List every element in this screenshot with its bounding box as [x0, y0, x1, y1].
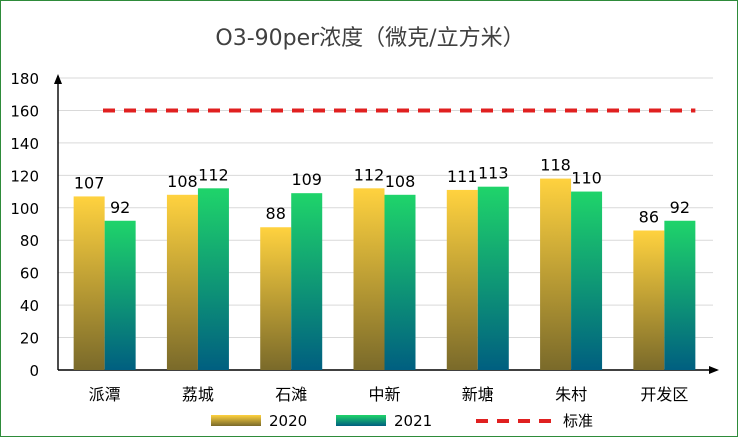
y-tick-label: 160 — [10, 102, 39, 120]
bar-2021 — [384, 194, 416, 370]
data-label: 108 — [385, 172, 416, 191]
bar-2021 — [104, 220, 136, 370]
data-label: 118 — [540, 156, 571, 175]
data-label: 112 — [354, 165, 385, 184]
x-tick-label: 中新 — [368, 385, 400, 404]
x-tick-label: 派潭 — [89, 385, 121, 404]
x-tick-label: 开发区 — [640, 385, 688, 404]
y-tick-label: 180 — [10, 70, 39, 88]
data-label: 109 — [291, 170, 322, 189]
legend-label-2021: 2021 — [394, 412, 432, 430]
y-tick-label: 40 — [20, 297, 39, 315]
bar-2021 — [197, 188, 229, 370]
bar-2020 — [260, 227, 292, 370]
y-tick-label: 80 — [20, 232, 39, 250]
bar-2021 — [664, 220, 696, 370]
data-label: 113 — [478, 164, 509, 183]
chart-title: O3-90per浓度（微克/立方米） — [215, 26, 524, 51]
y-axis-arrow — [54, 74, 62, 84]
bar-2020 — [540, 178, 572, 370]
legend-swatch-2020 — [211, 415, 261, 426]
x-tick-label: 石滩 — [275, 385, 307, 404]
data-label: 92 — [110, 198, 130, 217]
x-tick-label: 荔城 — [182, 385, 214, 404]
data-label: 107 — [74, 173, 105, 192]
bar-2020 — [633, 230, 665, 370]
data-label: 108 — [167, 172, 198, 191]
y-tick-label: 60 — [20, 265, 39, 283]
bar-2020 — [446, 189, 478, 370]
legend-label-standard: 标准 — [563, 412, 593, 430]
legend-swatch-2021 — [336, 415, 386, 426]
y-tick-label: 120 — [10, 167, 39, 185]
x-axis-arrow — [709, 366, 719, 374]
bar-2021 — [477, 186, 509, 370]
bar-2021 — [291, 193, 323, 370]
bar-2021 — [571, 191, 603, 370]
y-tick-label: 0 — [29, 362, 39, 380]
bar-2020 — [166, 194, 198, 370]
data-label: 88 — [266, 204, 286, 223]
data-label: 111 — [447, 167, 478, 186]
y-tick-label: 140 — [10, 135, 39, 153]
x-tick-label: 新塘 — [462, 385, 494, 404]
data-label: 112 — [198, 165, 229, 184]
legend-label-2020: 2020 — [269, 412, 307, 430]
data-label: 86 — [639, 207, 659, 226]
y-tick-label: 100 — [10, 200, 39, 218]
bar-2020 — [73, 196, 105, 370]
data-label: 110 — [571, 169, 602, 188]
bar-2020 — [353, 188, 385, 370]
y-tick-label: 20 — [20, 330, 39, 348]
x-tick-label: 朱村 — [555, 385, 587, 404]
data-label: 92 — [670, 198, 690, 217]
